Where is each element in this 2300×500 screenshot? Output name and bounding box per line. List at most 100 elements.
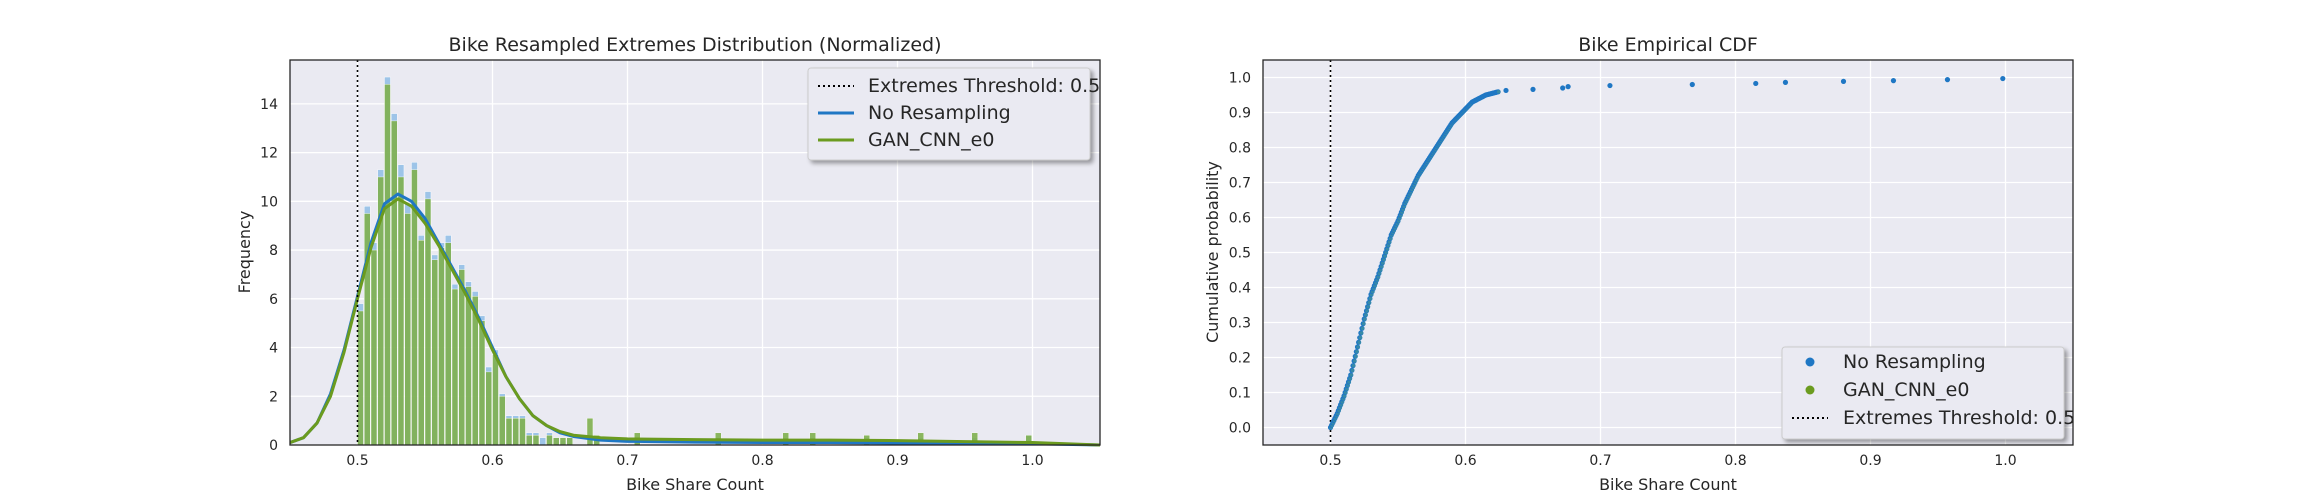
cdf-legend-gan-label: GAN_CNN_e0: [1843, 379, 1969, 401]
legend-gan-label: GAN_CNN_e0: [868, 129, 994, 151]
gan-histogram-bar: [526, 435, 533, 446]
histogram-x-label: Bike Share Count: [626, 475, 764, 494]
no-resampling-cdf-point: [1503, 87, 1509, 94]
gan-histogram-bar: [566, 437, 573, 446]
cdf-legend-threshold-label: Extremes Threshold: 0.5: [1843, 407, 2075, 429]
gan-kde-line: [289, 197, 1101, 447]
cdf-x-tick-label: 0.9: [1859, 453, 1881, 469]
gan-histogram-bar: [546, 435, 553, 446]
gan-cdf-point: [1354, 354, 1358, 359]
gan-histogram-bar: [512, 417, 519, 446]
gan-histogram-bar: [424, 198, 432, 446]
histogram-y-tick-label: 10: [260, 194, 278, 210]
gan-cdf-point: [1357, 340, 1362, 345]
gan-histogram-bar: [519, 417, 526, 446]
gan-cdf-point: [1347, 380, 1351, 384]
cdf-y-tick-label: 1.0: [1229, 71, 1251, 87]
gan-histogram-bar: [492, 354, 499, 446]
gan-cdf-point: [1343, 390, 1348, 395]
legend-no-resampling-dot: [1805, 357, 1815, 367]
gan-histogram-bar: [499, 396, 506, 446]
gan-cdf-point: [1496, 89, 1501, 94]
cdf-y-ticks: 0.0 0.1 0.2 0.3 0.4 0.5 0.6 0.7 0.8 0.9 1.0: [1229, 71, 1251, 437]
no-resampling-cdf-point: [1607, 82, 1613, 89]
gan-histogram-bar: [485, 371, 492, 446]
cdf-y-tick-label: 0.6: [1229, 211, 1251, 227]
cdf-y-tick-label: 0.4: [1229, 281, 1251, 297]
gan-histogram-bar: [553, 437, 560, 446]
histogram-y-tick-label: 12: [260, 146, 278, 162]
cdf-y-tick-label: 0.9: [1229, 106, 1251, 122]
histogram-y-tick-label: 4: [269, 341, 278, 357]
gan-histogram-bar: [431, 259, 438, 446]
histogram-y-label: Frequency: [235, 211, 254, 294]
gan-cdf-point: [1368, 296, 1373, 301]
gan-histogram-bar: [458, 269, 465, 446]
no-resampling-cdf-point: [2000, 75, 2006, 82]
gan-histogram-bar: [404, 213, 411, 446]
histogram-y-tick-label: 2: [269, 389, 278, 405]
gan-cdf-point: [1351, 363, 1356, 368]
no-resampling-cdf-point: [1560, 85, 1566, 91]
cdf-y-tick-label: 0.5: [1229, 246, 1251, 262]
gan-cdf-point: [1365, 309, 1369, 313]
cdf-title: Bike Empirical CDF: [1578, 34, 1758, 56]
gan-cdf-point: [1378, 268, 1383, 272]
gan-cdf-point: [1361, 321, 1366, 326]
no-resampling-histogram-bar: [539, 437, 546, 446]
gan-histogram-bar: [438, 247, 445, 446]
histogram-bars: [357, 76, 1032, 446]
gan-cdf-point: [1359, 331, 1364, 335]
gan-cdf-point: [1377, 271, 1382, 276]
gan-histogram-bar: [505, 417, 513, 446]
no-resampling-cdf-point: [1944, 77, 1951, 83]
gan-cdf-point: [1349, 373, 1354, 377]
gan-cdf-point: [1367, 300, 1372, 305]
histogram-x-tick-label: 0.8: [751, 453, 773, 469]
gan-cdf-point: [1385, 247, 1390, 251]
gan-cdf-point: [1363, 317, 1367, 321]
gan-cdf-point: [1350, 368, 1355, 373]
gan-histogram-bar: [384, 84, 391, 446]
histogram-x-ticks: 0.5 0.6 0.7 0.8 0.9 1.0: [346, 453, 1043, 469]
no-resampling-cdf-point: [1782, 79, 1789, 85]
no-resampling-cdf-point: [1753, 80, 1759, 87]
gan-histogram-bar: [397, 176, 405, 446]
legend-gan-dot: [1805, 385, 1815, 395]
histogram-y-tick-label: 14: [260, 97, 278, 113]
cdf-chart: 0.5 0.6 0.7 0.8 0.9 1.0 0.0 0.1 0.2 0.3 0.4 0.5 0.6…: [1203, 34, 2075, 494]
histogram-y-ticks: 0 2 4 6 8 10 12 14: [260, 97, 278, 454]
cdf-legend-box: [1781, 346, 2065, 440]
no-resampling-cdf-point: [1530, 86, 1536, 92]
cdf-y-label: Cumulative probability: [1203, 161, 1222, 343]
cdf-x-tick-label: 0.6: [1454, 453, 1476, 469]
cdf-x-label: Bike Share Count: [1599, 475, 1737, 494]
gan-cdf-point: [1382, 257, 1386, 262]
cdf-y-tick-label: 0.8: [1229, 141, 1251, 157]
gan-cdf-point: [1384, 250, 1389, 255]
histogram-y-tick-label: 8: [269, 243, 278, 259]
cdf-x-tick-label: 0.5: [1319, 453, 1341, 469]
gan-histogram-bar: [559, 437, 567, 446]
cdf-legend: No Resampling GAN_CNN_e0 Extremes Thresh…: [1781, 346, 2075, 440]
gan-cdf-point: [1386, 243, 1391, 248]
histogram-legend: Extremes Threshold: 0.5 No Resampling GA…: [807, 67, 1100, 161]
histogram-x-tick-label: 1.0: [1021, 453, 1043, 469]
legend-no-resampling-label: No Resampling: [868, 102, 1011, 124]
cdf-y-tick-label: 0.0: [1229, 421, 1251, 437]
gan-cdf-point: [1381, 261, 1385, 265]
histogram-x-tick-label: 0.5: [346, 453, 368, 469]
histogram-x-tick-label: 0.6: [481, 453, 503, 469]
no-resampling-cdf-point: [1840, 78, 1847, 84]
gan-histogram-bar: [391, 120, 398, 446]
cdf-x-tick-label: 1.0: [1994, 453, 2016, 469]
gan-histogram-bar: [586, 417, 594, 446]
histogram-legend-box: [807, 67, 1091, 161]
cdf-points: [1327, 75, 2006, 431]
histogram-y-tick-label: 6: [269, 292, 278, 308]
gan-histogram-bar: [357, 310, 364, 446]
gan-cdf-point: [1348, 376, 1353, 381]
cdf-x-tick-label: 0.7: [1589, 453, 1611, 469]
gan-cdf-point: [1366, 304, 1371, 309]
